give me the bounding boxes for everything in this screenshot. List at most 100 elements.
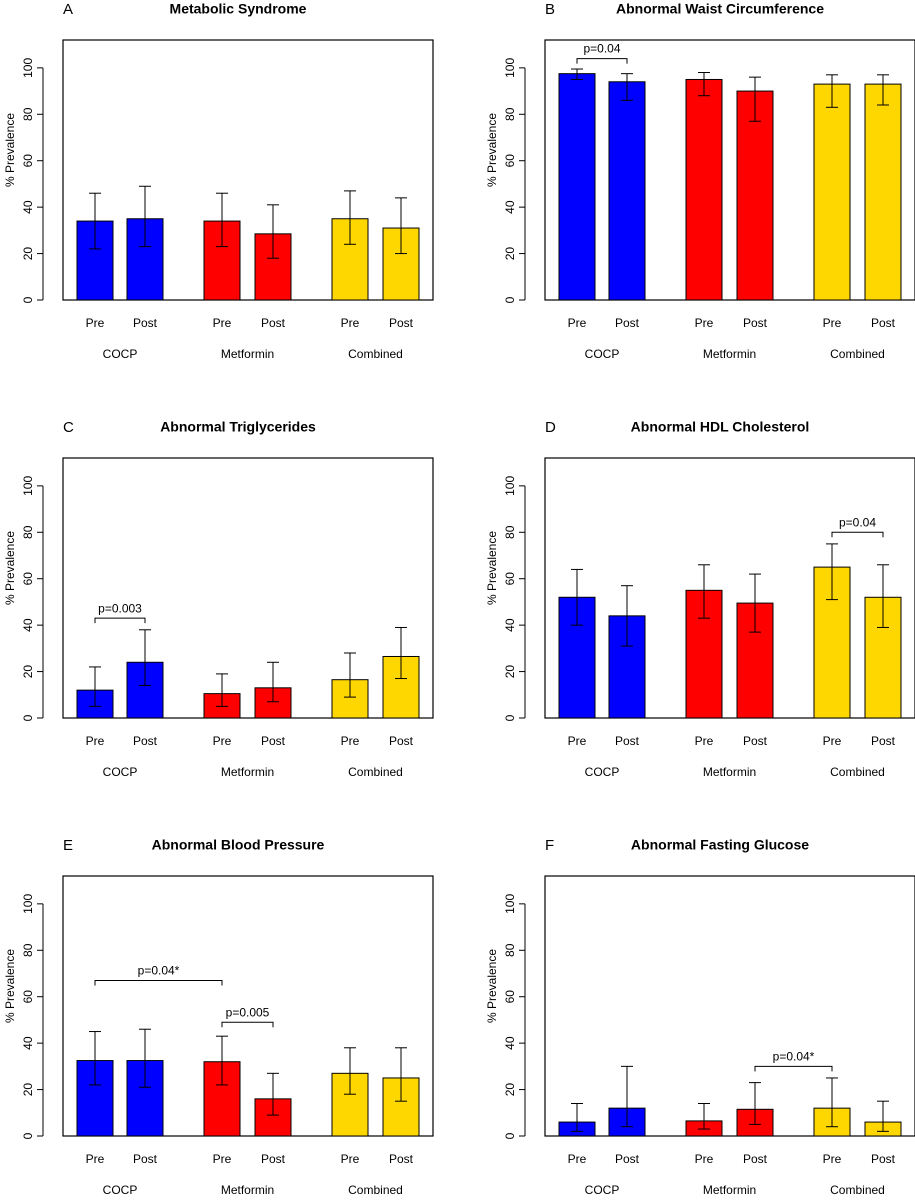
x-tick-label: Pre xyxy=(86,316,105,330)
panel-letter: C xyxy=(63,419,74,436)
x-tick-label: Pre xyxy=(341,1152,360,1166)
y-axis-label: % Prevalence xyxy=(485,531,499,605)
bar xyxy=(558,73,596,301)
x-tick-label: Pre xyxy=(568,734,587,748)
group-label: Combined xyxy=(830,1183,885,1197)
group-label: Combined xyxy=(348,765,403,779)
significance-bracket xyxy=(576,58,628,64)
y-axis-label: % Prevalence xyxy=(3,113,17,187)
y-tick-label: 0 xyxy=(503,714,517,721)
y-tick-label: 60 xyxy=(21,154,35,168)
x-tick-label: Post xyxy=(871,316,896,330)
chart-title: Metabolic Syndrome xyxy=(170,1,307,17)
y-tick-label: 80 xyxy=(21,525,35,539)
group-label: COCP xyxy=(585,765,620,779)
y-tick-label: 100 xyxy=(21,894,35,914)
group-label: Combined xyxy=(348,347,403,361)
y-tick-label: 0 xyxy=(503,1132,517,1139)
x-tick-label: Post xyxy=(743,1152,768,1166)
x-tick-label: Pre xyxy=(341,734,360,748)
bar xyxy=(685,78,723,301)
y-tick-label: 40 xyxy=(21,618,35,632)
p-value: p=0.04 xyxy=(583,42,620,56)
y-tick-label: 20 xyxy=(21,247,35,261)
y-tick-label: 80 xyxy=(21,107,35,121)
chart-title: Abnormal HDL Cholesterol xyxy=(631,419,810,435)
y-tick-label: 100 xyxy=(503,58,517,78)
y-tick-label: 60 xyxy=(21,990,35,1004)
x-tick-label: Post xyxy=(871,734,896,748)
y-axis-label: % Prevalence xyxy=(485,113,499,187)
y-tick-label: 20 xyxy=(21,1083,35,1097)
bar xyxy=(864,83,902,301)
p-value: p=0.003 xyxy=(98,601,142,615)
x-tick-label: Pre xyxy=(86,1152,105,1166)
x-tick-label: Post xyxy=(133,1152,158,1166)
p-value: p=0.04 xyxy=(839,515,876,529)
p-value: p=0.04* xyxy=(773,1050,815,1064)
x-tick-label: Pre xyxy=(823,316,842,330)
y-tick-label: 80 xyxy=(503,525,517,539)
significance-bracket xyxy=(94,617,146,624)
y-tick-label: 0 xyxy=(21,714,35,721)
x-tick-label: Post xyxy=(133,734,158,748)
significance-bracket xyxy=(754,1065,833,1072)
plot-frame xyxy=(62,457,434,719)
y-tick-label: 40 xyxy=(21,200,35,214)
group-label: Metformin xyxy=(703,1183,756,1197)
y-tick-label: 60 xyxy=(21,572,35,586)
y-tick-label: 100 xyxy=(503,894,517,914)
x-tick-label: Post xyxy=(389,1152,414,1166)
plot-frame xyxy=(62,875,434,1137)
group-label: COCP xyxy=(585,347,620,361)
group-label: Metformin xyxy=(703,347,756,361)
x-tick-label: Pre xyxy=(213,734,232,748)
x-tick-label: Pre xyxy=(86,734,105,748)
group-label: Metformin xyxy=(221,1183,274,1197)
plot-frame xyxy=(62,39,434,301)
y-tick-label: 80 xyxy=(503,943,517,957)
x-tick-label: Post xyxy=(615,734,640,748)
x-tick-label: Pre xyxy=(823,734,842,748)
x-tick-label: Post xyxy=(743,734,768,748)
bar xyxy=(736,90,774,301)
panel-letter: D xyxy=(545,419,556,436)
group-label: Combined xyxy=(348,1183,403,1197)
x-tick-label: Post xyxy=(389,316,414,330)
y-tick-label: 60 xyxy=(503,154,517,168)
y-tick-label: 100 xyxy=(21,476,35,496)
y-tick-label: 80 xyxy=(21,943,35,957)
y-tick-label: 20 xyxy=(503,1083,517,1097)
group-label: COCP xyxy=(103,347,138,361)
y-axis-label: % Prevalence xyxy=(3,949,17,1023)
x-tick-label: Pre xyxy=(568,316,587,330)
y-tick-label: 20 xyxy=(503,665,517,679)
significance-bracket xyxy=(221,1021,274,1028)
chart-title: Abnormal Waist Circumference xyxy=(616,1,824,17)
y-tick-label: 40 xyxy=(503,618,517,632)
bar xyxy=(813,83,851,301)
y-tick-label: 60 xyxy=(503,572,517,586)
y-tick-label: 0 xyxy=(21,1132,35,1139)
chart-title: Abnormal Triglycerides xyxy=(160,419,316,435)
group-label: Combined xyxy=(830,765,885,779)
x-tick-label: Pre xyxy=(695,1152,714,1166)
group-label: Metformin xyxy=(221,347,274,361)
y-tick-label: 100 xyxy=(21,58,35,78)
panel-letter: B xyxy=(545,1,555,18)
plot-frame xyxy=(544,875,915,1137)
panel-letter: A xyxy=(63,1,73,18)
x-tick-label: Pre xyxy=(341,316,360,330)
y-tick-label: 20 xyxy=(21,665,35,679)
x-tick-label: Post xyxy=(261,734,286,748)
group-label: COCP xyxy=(585,1183,620,1197)
x-tick-label: Pre xyxy=(823,1152,842,1166)
y-tick-label: 60 xyxy=(503,990,517,1004)
panel-letter: F xyxy=(545,837,554,854)
x-tick-label: Pre xyxy=(695,316,714,330)
x-tick-label: Post xyxy=(261,316,286,330)
x-tick-label: Post xyxy=(261,1152,286,1166)
y-axis-label: % Prevalence xyxy=(3,531,17,605)
chart-title: Abnormal Blood Pressure xyxy=(152,837,325,853)
